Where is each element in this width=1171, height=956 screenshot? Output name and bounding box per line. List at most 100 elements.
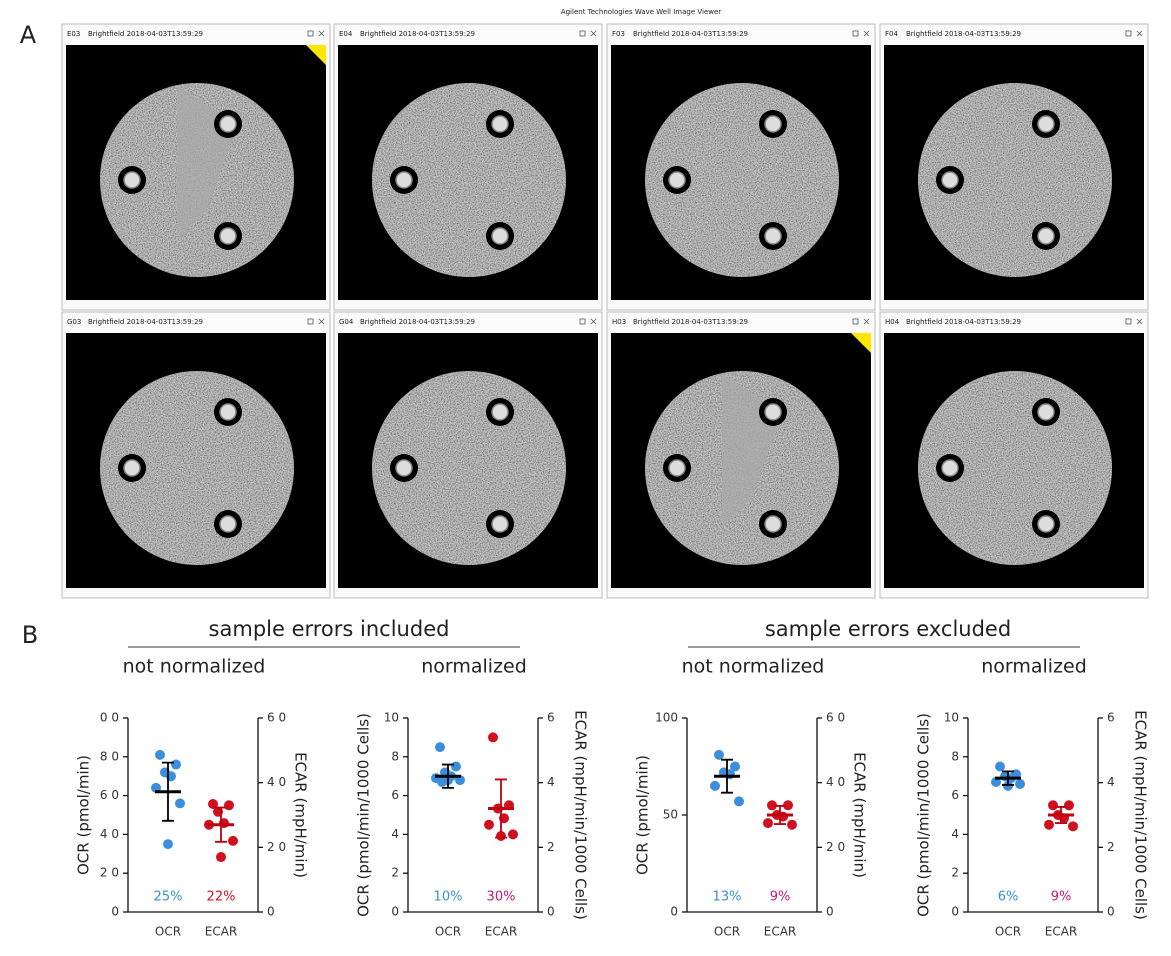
- close-icon: [318, 318, 325, 325]
- well-window: H04 Brightfield 2018-04-03T13:59:29: [879, 311, 1149, 599]
- close-icon: [590, 318, 597, 325]
- sensor-spot: [219, 515, 237, 533]
- tick-label: 2: [1107, 840, 1115, 854]
- tick-label: 6: [1107, 711, 1115, 725]
- y-label: OCR (pmol/min/1000 Cells): [355, 713, 373, 917]
- tick-label: 4: [547, 775, 555, 789]
- tick-label: 2 0: [267, 840, 286, 854]
- sensor-spot: [395, 459, 413, 477]
- tick-label: 6 0: [267, 711, 286, 725]
- minimize-icon: [307, 30, 314, 37]
- data-point: [163, 839, 173, 850]
- tick-label: 0: [391, 905, 399, 919]
- sensor-spot: [941, 459, 959, 477]
- sensor-spot: [668, 459, 686, 477]
- data-point: [710, 780, 720, 791]
- well-floor: [918, 83, 1112, 277]
- data-point: [734, 796, 744, 807]
- cv-label: 10%: [434, 890, 463, 905]
- panel-label: B: [22, 621, 38, 649]
- cv-label: 6%: [998, 890, 1019, 905]
- charts: sample errors included sample errors excl…: [75, 617, 1150, 939]
- sensor-spot: [491, 115, 509, 133]
- sensor-spot: [1037, 403, 1055, 421]
- tick-label: 2: [951, 866, 959, 880]
- y-label: OCR (pmol/min/1000 Cells): [915, 713, 933, 917]
- cv-label: 22%: [207, 890, 236, 905]
- well-id: F03: [612, 30, 625, 38]
- data-point: [1003, 780, 1013, 791]
- y2-label: ECAR (mpH/min): [292, 752, 310, 878]
- data-point: [767, 800, 777, 811]
- x-tick-label: ECAR: [205, 925, 238, 939]
- minimize-icon: [579, 30, 586, 37]
- tick-label: 0 0: [100, 711, 119, 725]
- well-floor: [645, 83, 839, 277]
- tick-label: 0: [826, 905, 834, 919]
- tick-label: 2: [547, 840, 555, 854]
- tick-label: 8: [951, 749, 959, 763]
- data-point: [155, 749, 165, 760]
- well-id: G04: [339, 318, 354, 326]
- data-point: [451, 761, 461, 772]
- x-tick-label: ECAR: [1045, 925, 1078, 939]
- tick-label: 0: [670, 905, 678, 919]
- tick-label: 0: [1107, 905, 1115, 919]
- x-tick-label: OCR: [995, 925, 1021, 939]
- tick-label: 6: [547, 711, 555, 725]
- close-icon: [590, 30, 597, 37]
- data-point: [228, 835, 238, 846]
- tick-label: 4: [391, 827, 399, 841]
- data-point: [224, 800, 234, 811]
- x-tick-label: ECAR: [764, 925, 797, 939]
- chart-title: normalized: [981, 656, 1087, 678]
- sensor-spot: [1037, 227, 1055, 245]
- data-point: [714, 749, 724, 760]
- tick-label: 10: [944, 711, 959, 725]
- close-icon: [863, 30, 870, 37]
- data-point: [484, 819, 494, 830]
- data-point: [1048, 800, 1058, 811]
- tick-label: 8 0: [100, 749, 119, 763]
- close-icon: [1136, 30, 1143, 37]
- data-point: [171, 759, 181, 770]
- sensor-spot: [764, 227, 782, 245]
- x-tick-label: ECAR: [485, 925, 518, 939]
- sensor-spot: [1037, 515, 1055, 533]
- sensor-spot: [941, 171, 959, 189]
- tick-label: 2 0: [826, 840, 845, 854]
- well-window: G03 Brightfield 2018-04-03T13:59:29: [61, 311, 331, 599]
- chart-title: normalized: [421, 656, 527, 678]
- well-id: E03: [67, 30, 80, 38]
- sensor-spot: [491, 227, 509, 245]
- group-title: sample errors included: [209, 617, 450, 641]
- tick-label: 2 0: [100, 866, 119, 880]
- x-tick-label: OCR: [155, 925, 181, 939]
- chart-title: not normalized: [682, 656, 825, 678]
- sensor-spot: [1037, 115, 1055, 133]
- tick-label: 6: [951, 788, 959, 802]
- data-point: [1044, 819, 1054, 830]
- well-id: G03: [67, 318, 81, 326]
- sensor-spot: [764, 515, 782, 533]
- tick-label: 10: [384, 711, 399, 725]
- sensor-spot: [219, 227, 237, 245]
- sensor-spot: [764, 403, 782, 421]
- well-label: Brightfield 2018-04-03T13:59:29: [633, 318, 748, 326]
- sensor-spot: [219, 115, 237, 133]
- well-id: E04: [339, 30, 353, 38]
- tick-label: 6 0: [100, 788, 119, 802]
- chart-title: not normalized: [123, 656, 266, 678]
- well-label: Brightfield 2018-04-03T13:59:29: [360, 30, 475, 38]
- well-window: E04 Brightfield 2018-04-03T13:59:29: [333, 23, 603, 311]
- well-label: Brightfield 2018-04-03T13:59:29: [906, 318, 1021, 326]
- data-point: [435, 742, 445, 753]
- sensor-spot: [668, 171, 686, 189]
- well-floor: [372, 371, 566, 565]
- tick-label: 4 0: [826, 775, 845, 789]
- well-label: Brightfield 2018-04-03T13:59:29: [906, 30, 1021, 38]
- y-label: OCR (pmol/min): [634, 755, 652, 875]
- tick-label: 4 0: [267, 775, 286, 789]
- sensor-spot: [395, 171, 413, 189]
- close-icon: [318, 30, 325, 37]
